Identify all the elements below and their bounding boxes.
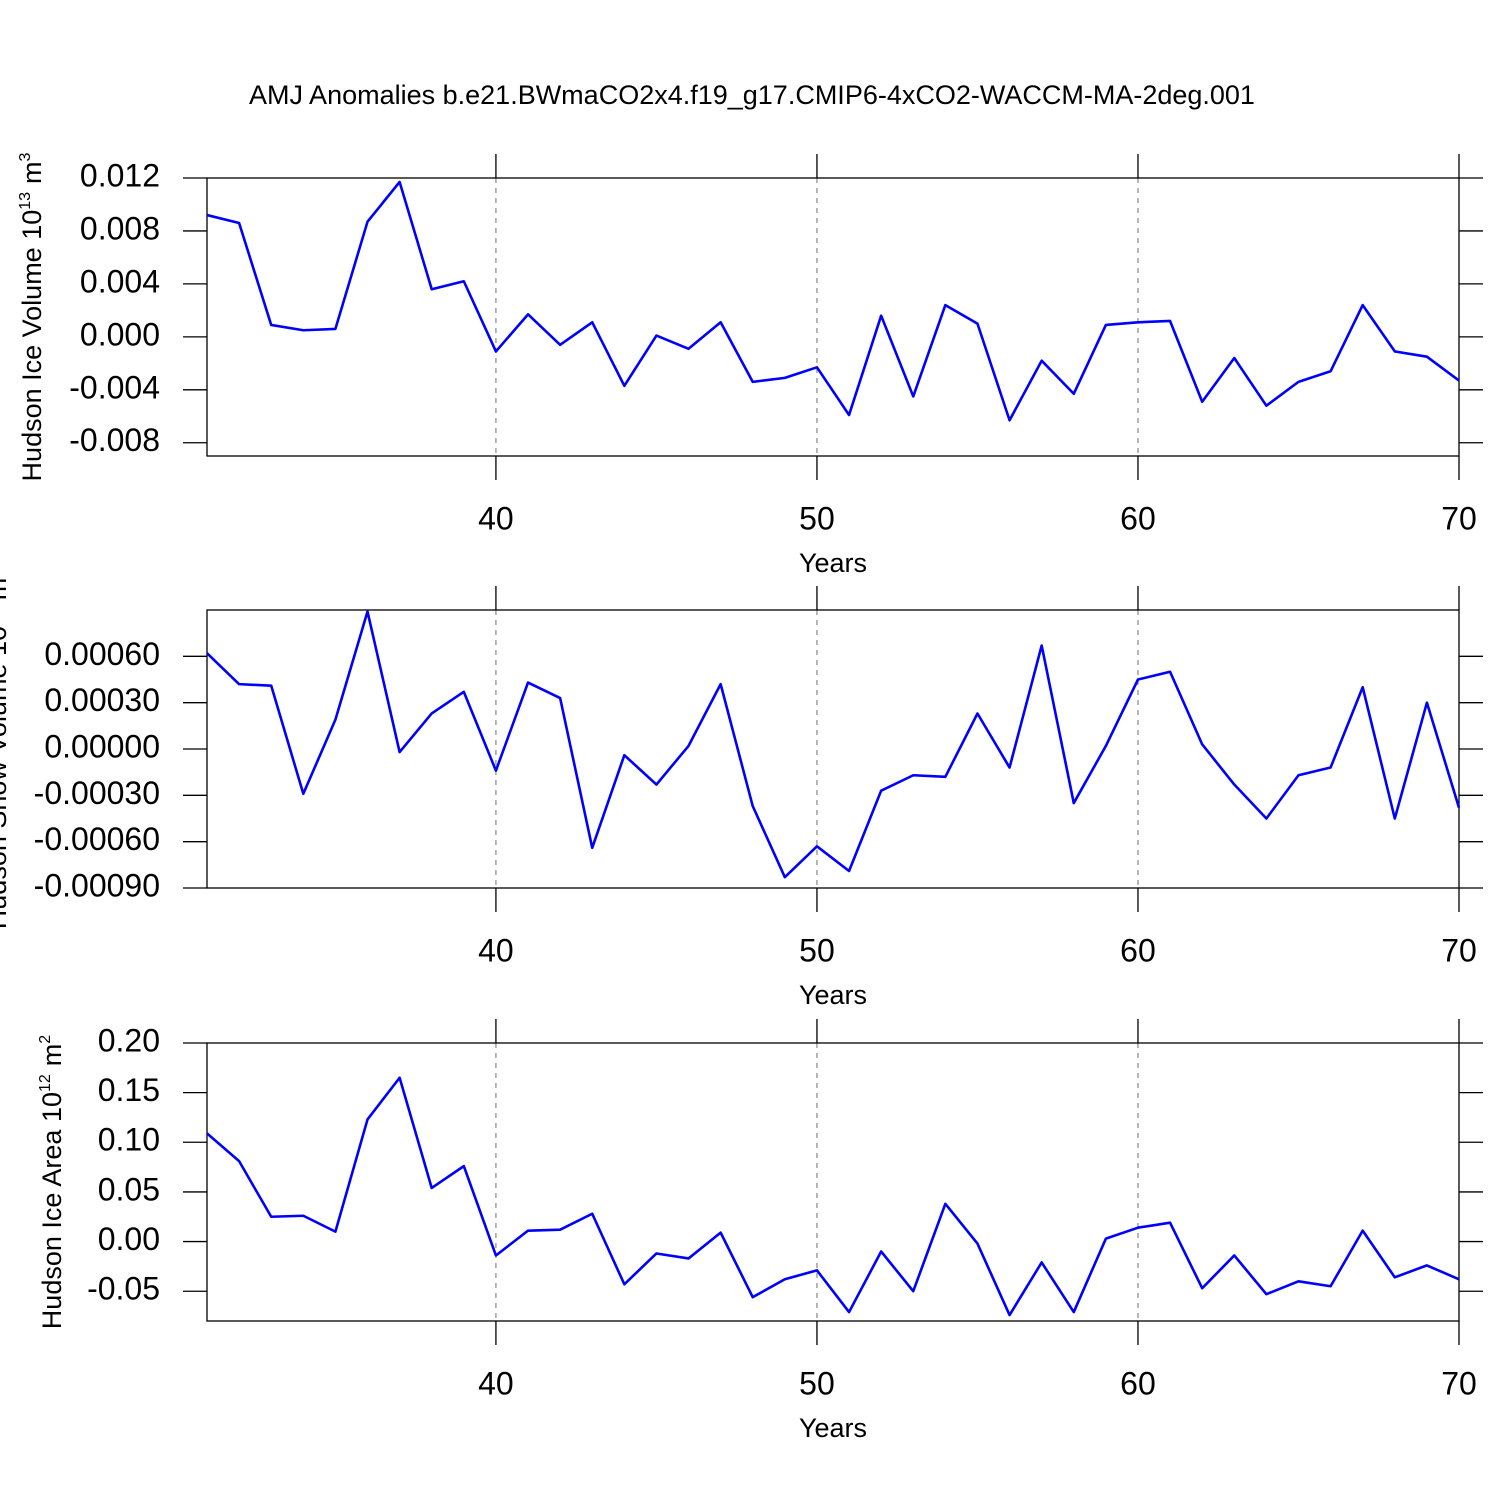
y-tick-label: 0.00060 [44,636,160,672]
y-tick-label: 0.004 [80,263,160,299]
y-axis-label-text: Hudson Ice Area 10 [37,1092,67,1329]
x-tick-label: 70 [1441,932,1477,968]
y-axis-label-unit: m [37,1044,67,1067]
y-tick-label: -0.00090 [34,867,160,903]
y-tick-label: -0.00030 [34,775,160,811]
y-tick-label: -0.05 [87,1271,160,1307]
x-tick-label: 50 [799,500,835,536]
y-axis-label-unit-exponent: 2 [37,1035,54,1044]
x-tick-label: 40 [478,932,514,968]
data-line [206,610,1461,879]
y-tick-label: 0.10 [98,1122,160,1158]
y-axis-label: Hudson Ice Volume 1013 m3 [17,152,47,481]
y-tick-label: 0.00030 [44,682,160,718]
y-tick-label: 0.20 [98,1022,160,1058]
y-axis-label-text: Hudson Snow Volume 10 [0,626,12,929]
data-line [206,1076,1460,1317]
y-tick-label: 0.000 [80,316,160,352]
plot-frame [206,177,1460,457]
x-axis-label: Years [799,548,867,578]
y-tick-label: 0.012 [80,157,160,193]
data-line [206,180,1460,422]
y-tick-label: 0.00000 [44,728,160,764]
x-tick-label: 40 [478,500,514,536]
y-axis-label-unit: m [0,578,12,601]
y-axis-label-exponent: 12 [37,1074,54,1092]
x-tick-label: 60 [1120,932,1156,968]
y-tick-label: -0.00060 [34,821,160,857]
y-tick-label: -0.004 [69,369,160,405]
x-axis-label: Years [799,1413,867,1443]
x-tick-label: 40 [478,1365,514,1401]
plot-frame [206,1042,1460,1322]
chart-title: AMJ Anomalies b.e21.BWmaCO2x4.f19_g17.CM… [249,80,1255,110]
x-tick-label: 50 [799,932,835,968]
y-axis-label-unit: m [17,161,47,184]
x-tick-label: 70 [1441,1365,1477,1401]
x-tick-label: 60 [1120,500,1156,536]
y-axis-label-unit-exponent: 3 [17,152,34,161]
x-tick-label: 60 [1120,1365,1156,1401]
plot-frame [206,609,1460,889]
y-axis-label: Hudson Snow Volume 1013m3 [0,569,12,930]
y-tick-label: 0.05 [98,1171,160,1207]
x-tick-label: 70 [1441,500,1477,536]
y-axis-label: Hudson Ice Area 1012 m2 [37,1035,67,1329]
x-axis-label: Years [799,980,867,1010]
y-tick-label: -0.008 [69,422,160,458]
y-tick-label: 0.008 [80,210,160,246]
y-axis-label-text: Hudson Ice Volume 10 [17,210,47,482]
y-tick-label: 0.00 [98,1221,160,1257]
y-tick-label: 0.15 [98,1072,160,1108]
y-axis-label-exponent: 13 [17,192,34,210]
x-tick-label: 50 [799,1365,835,1401]
